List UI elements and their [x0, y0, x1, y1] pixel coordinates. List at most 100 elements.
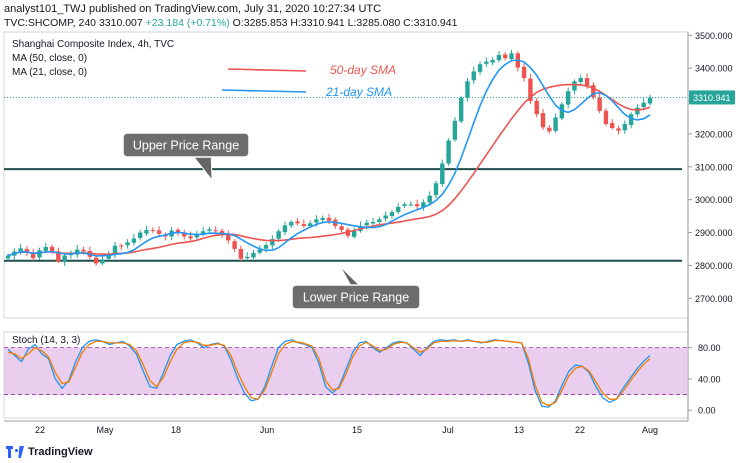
candle-body — [175, 229, 181, 233]
time-tick-label: 22 — [35, 425, 45, 435]
candle-body — [320, 218, 325, 220]
candle-body — [572, 81, 577, 91]
ohlc-values: O:3285.853 H:3310.941 L:3285.080 C:3310.… — [232, 17, 458, 29]
stoch-band — [4, 347, 688, 395]
candle-body — [238, 248, 244, 259]
time-tick-label: Jul — [442, 425, 454, 435]
candle-body — [351, 230, 357, 237]
candle-body — [364, 222, 369, 226]
candle-body — [326, 217, 332, 221]
candle-body — [414, 204, 420, 207]
candle-body — [458, 97, 464, 122]
tradingview-footer: TradingView — [6, 443, 93, 461]
candle-body — [553, 117, 558, 131]
candle-body — [137, 232, 143, 239]
last-price-label: 3310.941 — [693, 93, 731, 103]
time-tick-label: 22 — [575, 425, 585, 435]
ma21-annotation: 21-day SMA — [325, 85, 392, 99]
candle-body — [578, 78, 583, 83]
candle-body — [194, 233, 200, 238]
candle-body — [490, 59, 495, 63]
ma21-key-line — [221, 89, 307, 93]
candle-body — [547, 127, 552, 132]
upper-range-callout: Upper Price Range — [122, 132, 250, 182]
symbol: TVC:SHCOMP, 240 — [4, 17, 97, 29]
candle-body — [257, 249, 262, 253]
price-tick-label: 3100.000 — [695, 162, 733, 172]
candle-body — [276, 231, 281, 239]
candle-body — [24, 249, 30, 253]
candle-body — [559, 104, 565, 119]
candle-body — [150, 230, 155, 232]
price-tick-label: 3400.000 — [695, 64, 733, 74]
price-pane — [3, 31, 689, 319]
ma50-annotation: 50-day SMA — [330, 63, 396, 77]
candle-body — [244, 256, 250, 259]
candle-body — [534, 100, 539, 115]
price-chart[interactable]: 2700.000 2800.000 2900.000 3000.000 3100.000… — [0, 0, 740, 440]
candle-body — [616, 128, 621, 131]
stoch-title: Stoch (14, 3, 3) — [12, 335, 80, 346]
chart-title: Shanghai Composite Index, 4h, TVC — [12, 39, 174, 50]
time-tick-label: May — [96, 425, 114, 435]
candle-body — [628, 114, 634, 126]
ma50-key-line — [227, 68, 307, 72]
candle-body — [18, 248, 23, 252]
candle-body — [289, 222, 294, 226]
candle-body — [125, 242, 130, 246]
tradingview-brand: TradingView — [28, 446, 93, 458]
candle-body — [251, 252, 256, 258]
stoch-d-line — [7, 339, 651, 407]
candle-body — [270, 239, 275, 246]
candle-body — [370, 222, 376, 224]
candle-body — [207, 229, 212, 231]
candle-body — [528, 78, 533, 102]
stoch-tick-label: 80.00 — [698, 343, 721, 353]
candle-body — [465, 81, 470, 98]
candle-body — [584, 78, 590, 86]
last-price-tag — [689, 90, 735, 105]
price-tick-label: 2700.000 — [695, 294, 733, 304]
candle-body — [402, 204, 407, 206]
time-tick-label: 13 — [514, 425, 524, 435]
candle-body — [226, 233, 231, 241]
candle-body — [597, 97, 602, 111]
price-tick-label: 3200.000 — [695, 129, 733, 139]
candle-body — [396, 206, 401, 212]
upper-range-callout-box — [122, 132, 250, 158]
candle-body — [389, 212, 395, 217]
candle-body — [93, 257, 99, 264]
price-change: +23.184 (+0.71%) — [145, 17, 230, 29]
time-tick-label: 15 — [352, 425, 362, 435]
candle-body — [282, 225, 288, 233]
candle-body — [37, 250, 42, 258]
candles — [5, 49, 653, 266]
candle-body — [521, 66, 527, 79]
candle-body — [81, 249, 86, 252]
candle-body — [112, 245, 118, 255]
time-tick-label: Jun — [260, 425, 275, 435]
candle-body — [144, 229, 149, 234]
candle-body — [182, 233, 187, 237]
candle-body — [421, 202, 426, 208]
candle-body — [383, 215, 388, 219]
stoch-tick-label: 40.00 — [698, 374, 721, 384]
chart-header: analyst101_TWJ published on TradingView.… — [4, 2, 457, 30]
time-tick-label: Aug — [642, 425, 658, 435]
candle-body — [232, 241, 237, 249]
candle-body — [156, 230, 162, 234]
candle-body — [295, 221, 300, 224]
candle-body — [635, 107, 640, 115]
candle-body — [219, 230, 225, 235]
legend-ma21: MA (21, close, 0) — [12, 67, 87, 78]
candle-body — [471, 71, 476, 81]
candle-body — [314, 219, 319, 223]
candle-body — [339, 226, 344, 230]
candle-body — [433, 183, 439, 196]
upper-range-callout-label: Upper Price Range — [133, 139, 239, 153]
candle-body — [610, 123, 615, 128]
candle-body — [452, 120, 458, 140]
candle-body — [213, 230, 218, 232]
stoch-tick-label: 0.00 — [698, 406, 716, 416]
lower-range-callout: Lower Price Range — [291, 265, 421, 310]
